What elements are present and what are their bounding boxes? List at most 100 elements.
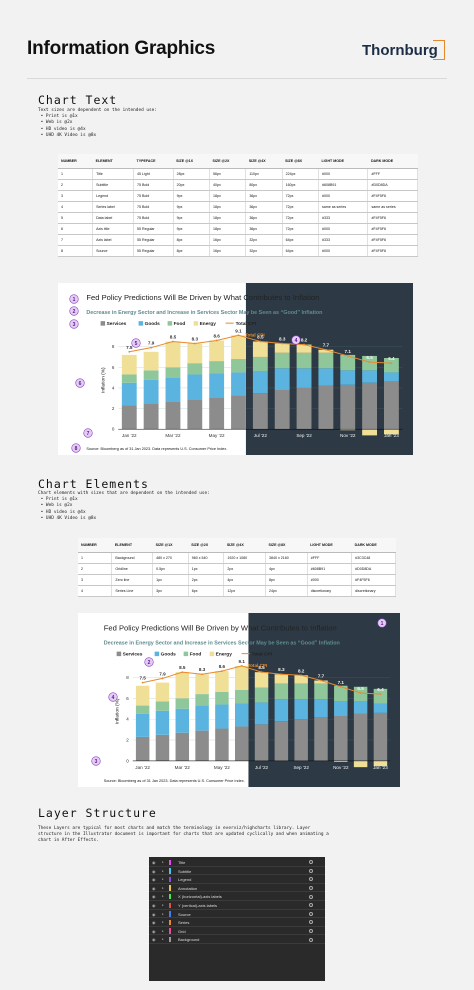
table-cell: 4 (78, 585, 113, 597)
layer-name: Background (178, 937, 200, 943)
eye-icon[interactable]: ◉ (152, 877, 156, 883)
bar-segment-food (234, 689, 249, 704)
bar-segment-goods (234, 703, 249, 727)
layer-row[interactable]: ◉ ▸ Annotation (149, 884, 325, 893)
bar-segment-food (135, 705, 150, 714)
disclosure-triangle-icon[interactable]: ▸ (162, 903, 164, 907)
layer-row[interactable]: ◉ ▸ X (horizontal)-axis labels (149, 892, 325, 901)
chart-elements-example: Fed Policy Predictions Will Be Driven by… (78, 613, 400, 787)
table-cell: Background (111, 552, 154, 564)
bar-segment-goods (175, 708, 190, 733)
disclosure-triangle-icon[interactable]: ▸ (162, 877, 164, 882)
disclosure-triangle-icon[interactable]: ▸ (162, 894, 164, 899)
table-cell: #608B91 (307, 563, 353, 575)
data-label: 6.4 (388, 356, 395, 361)
target-icon[interactable] (309, 885, 313, 890)
layer-row[interactable]: ◉ ▸ Title (149, 858, 325, 867)
y-axis-tick-label: 0 (112, 427, 115, 432)
table-cell: Axis label (92, 234, 134, 246)
table-cell: 75 Bold (133, 190, 174, 202)
target-icon[interactable] (309, 868, 313, 873)
bar-segment-goods (318, 368, 334, 386)
legend-swatch (116, 651, 122, 657)
disclosure-triangle-icon[interactable]: ▸ (162, 937, 164, 942)
total-cpi-point (259, 340, 262, 343)
disclosure-triangle-icon[interactable]: ▸ (162, 928, 164, 933)
table-cell: 1px (152, 574, 189, 586)
layer-color-swatch (169, 936, 171, 943)
target-icon[interactable] (309, 928, 313, 933)
table-cell: 8px (173, 245, 210, 257)
bar-segment-energy (175, 672, 190, 699)
layers-panel[interactable]: ◉ ▸ Title ◉ ▸ Subtitle ◉ ▸ Legend ◉ ▸ Annotation ◉ ▸ X… (149, 857, 325, 981)
eye-icon[interactable]: ◉ (152, 920, 156, 926)
disclosure-triangle-icon[interactable]: ▸ (162, 920, 164, 925)
table-cell: 40px (209, 179, 247, 191)
table-cell: Zero line (111, 574, 154, 586)
layer-name: Source (178, 911, 191, 917)
data-label: 8.3 (279, 337, 286, 342)
layer-row[interactable]: ◉ ▸ Subtitle (149, 867, 325, 876)
layer-row[interactable]: ◉ ▸ Series (149, 918, 325, 927)
target-icon[interactable] (309, 911, 313, 916)
table-cell: 2px (188, 574, 225, 586)
target-icon[interactable] (309, 860, 313, 865)
table-cell: 55 Regular (133, 223, 174, 235)
table-cell: 55 Regular (133, 234, 174, 246)
eye-icon[interactable]: ◉ (152, 894, 156, 900)
chart-svg: Fed Policy Predictions Will Be Driven by… (91, 613, 400, 787)
layer-row[interactable]: ◉ ▸ Legend (149, 875, 325, 884)
layer-row[interactable]: ◉ ▸ Background (149, 935, 325, 944)
x-axis-tick-label: Jul '22 (254, 433, 268, 438)
table-cell: #3C3C48 (351, 552, 396, 564)
layer-row[interactable]: ◉ ▸ Grid (149, 927, 325, 936)
total-cpi-point (368, 361, 371, 364)
legend-swatch (154, 651, 160, 657)
total-cpi-point (324, 348, 327, 351)
layer-row[interactable]: ◉ ▸ Source (149, 910, 325, 919)
eye-icon[interactable]: ◉ (152, 860, 156, 865)
layer-name: Series (178, 920, 190, 926)
chart-title: Fed Policy Predictions Will Be Driven by… (86, 293, 319, 302)
eye-icon[interactable]: ◉ (152, 937, 156, 943)
target-icon[interactable] (309, 937, 313, 942)
legend-swatch (167, 321, 173, 326)
bar-segment-goods (373, 703, 388, 713)
disclosure-triangle-icon[interactable]: ▸ (162, 868, 164, 873)
target-icon[interactable] (309, 877, 313, 882)
eye-icon[interactable]: ◉ (152, 928, 156, 934)
disclosure-triangle-icon[interactable]: ▸ (162, 911, 164, 916)
target-icon[interactable] (309, 903, 313, 908)
bar-segment-food (209, 361, 225, 374)
bar-segment-energy (231, 335, 246, 360)
y-axis-tick-label: 4 (126, 717, 129, 722)
disclosure-triangle-icon[interactable]: ▸ (162, 885, 164, 890)
table-cell: Series Line (111, 585, 154, 597)
callout-number: 5 (135, 341, 138, 347)
table-row: 1 Title 45 Light 28px 56px 110px 224px #000 #FFF (58, 168, 418, 180)
table-cell: 16px (209, 245, 247, 257)
layer-color-swatch (169, 868, 171, 874)
eye-icon[interactable]: ◉ (152, 868, 156, 874)
eye-icon[interactable]: ◉ (152, 885, 156, 891)
legend-swatch (138, 321, 144, 326)
target-icon[interactable] (309, 920, 313, 925)
disclosure-triangle-icon[interactable]: ▸ (162, 860, 164, 864)
legend-label: Services (123, 652, 143, 658)
table-cell: Source (92, 245, 134, 257)
table-cell: #F4F5F6 (367, 212, 418, 224)
layer-row[interactable]: ◉ ▸ Y (vertical)-axis labels (149, 901, 325, 910)
target-icon[interactable] (309, 894, 313, 899)
layer-color-swatch (169, 911, 171, 917)
table-header-row: NUMBER ELEMENT SIZE @1X SIZE @2X SIZE @4X SIZ… (78, 538, 396, 553)
eye-icon[interactable]: ◉ (152, 903, 156, 908)
bar-segment-goods (143, 379, 159, 404)
section-title-chart-text: Chart Text (38, 93, 118, 107)
legend-label: Energy (200, 321, 217, 327)
table-cell: 2 (58, 179, 94, 191)
bar-segment-food (340, 354, 356, 371)
total-cpi-point (390, 362, 393, 365)
bar-segment-energy (294, 675, 308, 684)
eye-icon[interactable]: ◉ (152, 911, 156, 917)
bar-segment-food (165, 367, 181, 378)
